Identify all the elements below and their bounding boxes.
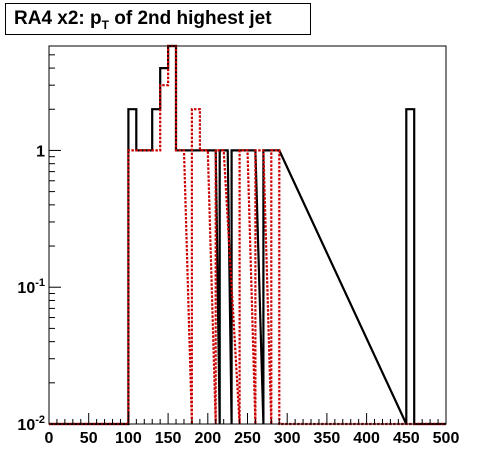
series-2-bin-8 — [192, 109, 200, 424]
y-tick-label: 10-2 — [17, 414, 45, 434]
series-2-bin-7 — [176, 150, 184, 424]
x-tick-label: 350 — [314, 430, 341, 447]
chart-title: RA4 x2: pT of 2nd highest jet — [14, 8, 272, 36]
histogram-series-layer — [49, 44, 446, 426]
series-2-bin-3 — [144, 150, 152, 424]
x-tick-label: 300 — [274, 430, 301, 447]
series-2-bin-12 — [255, 150, 263, 424]
series-2-bin-9 — [200, 150, 208, 424]
y-tick-label: 10-1 — [17, 277, 45, 297]
series-2-bin-13 — [271, 150, 279, 424]
x-tick-label: 150 — [155, 430, 182, 447]
x-tick-label: 0 — [45, 430, 54, 447]
x-tick-label: 250 — [234, 430, 261, 447]
series-1-bin-18 — [406, 109, 414, 424]
chart-title-box: RA4 x2: pT of 2nd highest jet — [5, 3, 311, 35]
series-2-bin-6 — [168, 46, 176, 424]
series-1-bin-13 — [232, 150, 240, 424]
x-tick-label: 50 — [80, 430, 98, 447]
x-tick-label: 200 — [194, 430, 221, 447]
x-tick-label: 400 — [353, 430, 380, 447]
histogram-series-2 — [49, 44, 446, 426]
title-subscript: T — [101, 18, 109, 32]
x-tick-label: 450 — [393, 430, 420, 447]
series-2-bin-11 — [240, 150, 248, 424]
axes-layer: 0 50 100 150 200 250 300 350 400 450 500 1 10-1 10-2 — [17, 54, 460, 447]
series-2-bin-2 — [136, 150, 144, 424]
title-suffix: of 2nd highest jet — [108, 8, 272, 29]
title-prefix: RA4 x2: p — [14, 8, 102, 29]
series-2-bin-5 — [160, 85, 168, 424]
series-2-bin-4 — [152, 150, 160, 424]
series-2-bin-1 — [128, 150, 136, 424]
series-2-bin-10 — [216, 150, 224, 424]
y-tick-label: 1 — [36, 143, 45, 160]
x-tick-label: 100 — [115, 430, 142, 447]
x-tick-label: 500 — [433, 430, 460, 447]
series-1-bin-15 — [248, 150, 256, 424]
